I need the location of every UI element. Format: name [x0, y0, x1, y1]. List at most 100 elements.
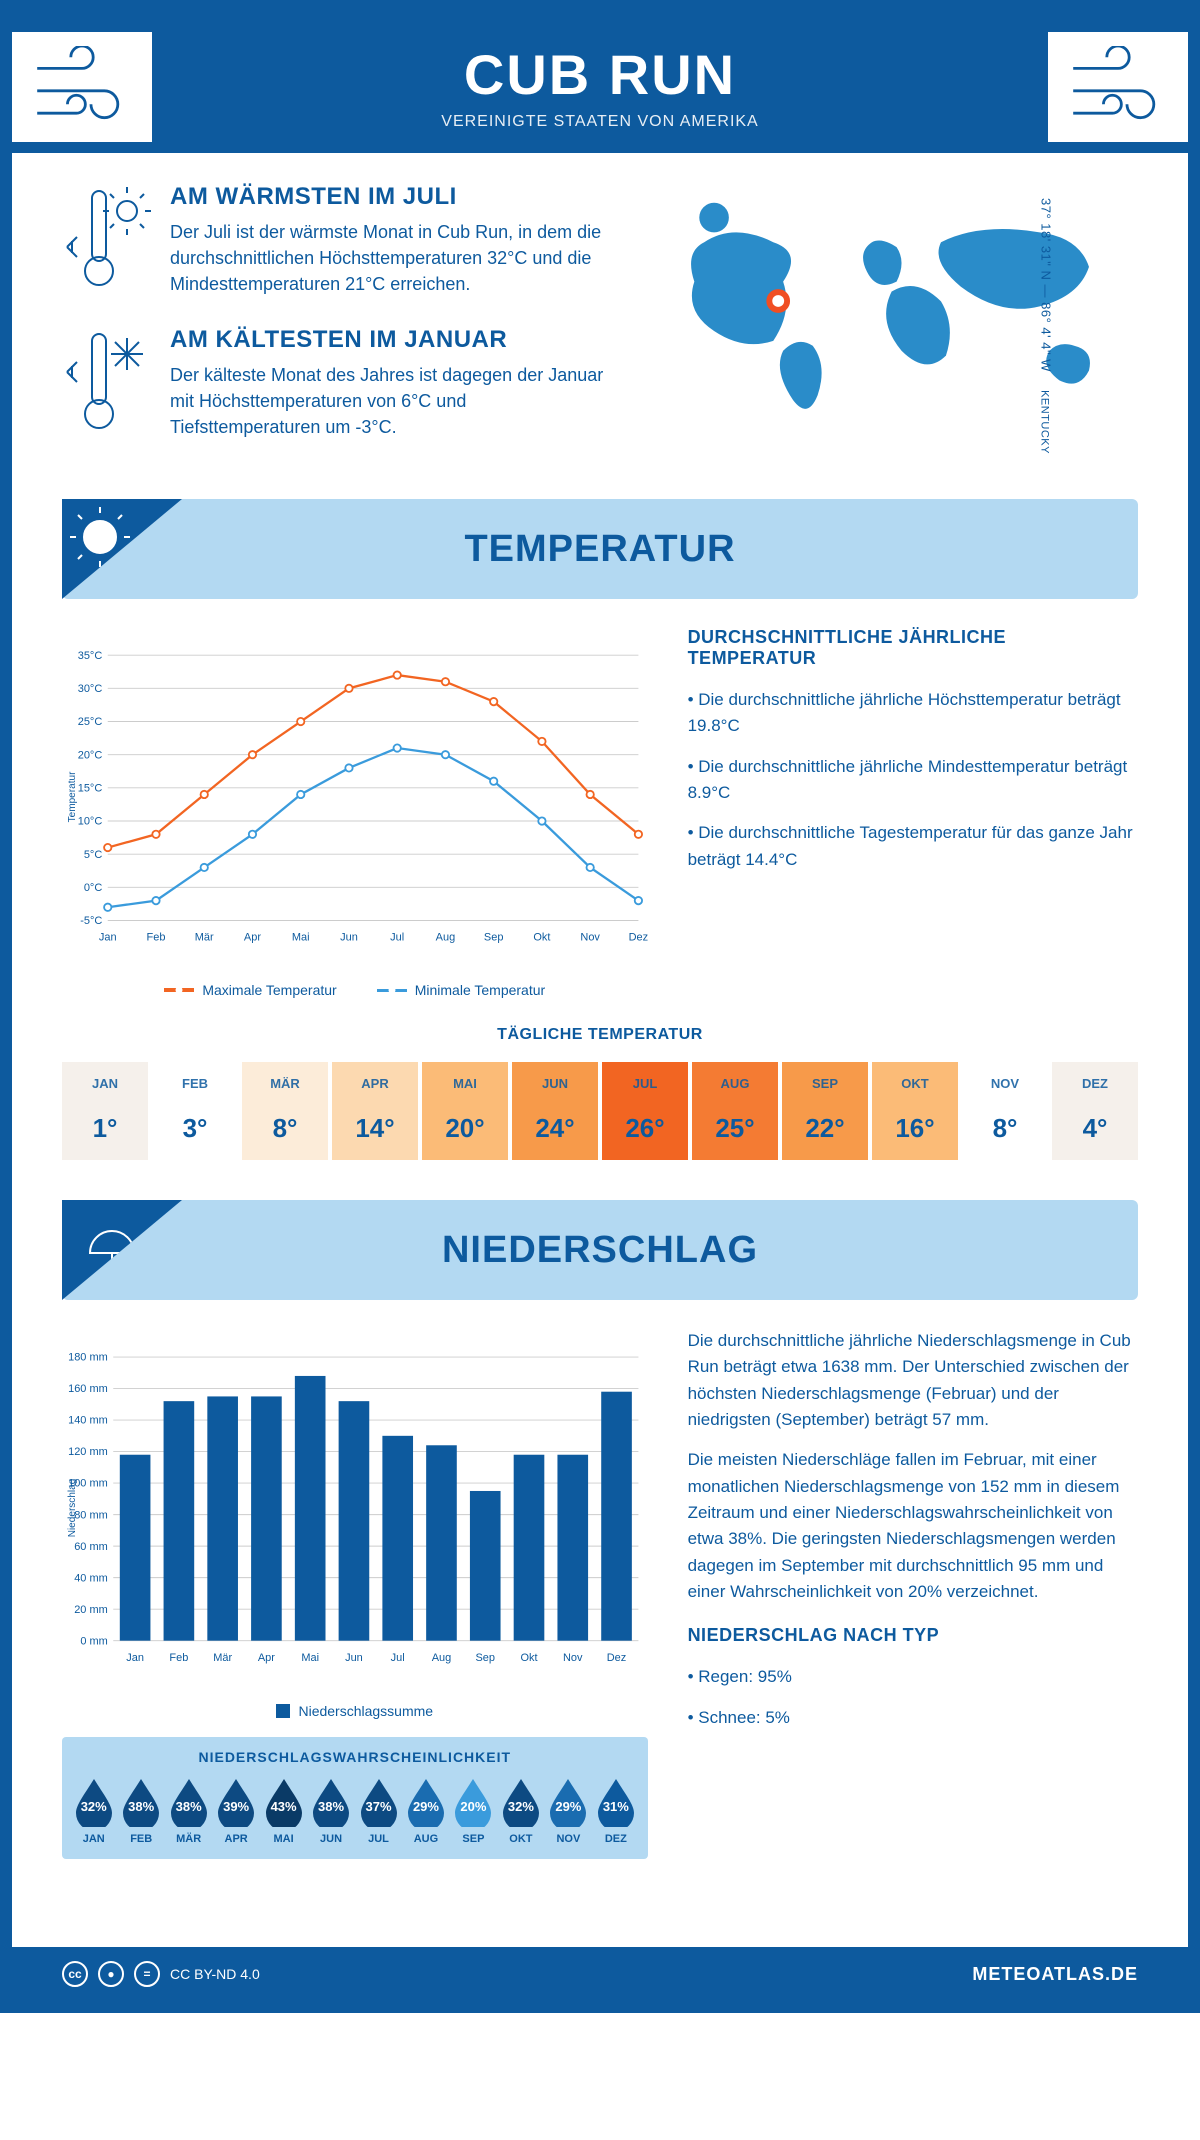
- svg-text:Mai: Mai: [301, 1652, 319, 1664]
- precip-text-2: Die meisten Niederschläge fallen im Febr…: [688, 1447, 1138, 1605]
- svg-text:Jun: Jun: [340, 932, 358, 944]
- svg-text:10°C: 10°C: [78, 816, 103, 828]
- section-title: TEMPERATUR: [464, 528, 735, 571]
- page-title: CUB RUN: [32, 42, 1168, 107]
- world-map: [645, 183, 1138, 445]
- svg-text:Feb: Feb: [147, 932, 166, 944]
- site-name: METEOATLAS.DE: [972, 1964, 1138, 1985]
- page-subtitle: VEREINIGTE STAATEN VON AMERIKA: [32, 113, 1168, 131]
- rain-prob-cell: 32% OKT: [499, 1777, 542, 1845]
- coldest-block: AM KÄLTESTEN IM JANUAR Der kälteste Mona…: [62, 326, 605, 441]
- svg-text:Aug: Aug: [436, 932, 456, 944]
- temperature-section-header: TEMPERATUR: [62, 499, 1138, 599]
- daily-temp-cell: APR14°: [332, 1062, 418, 1160]
- rain-prob-cell: 29% AUG: [404, 1777, 447, 1845]
- cc-icon: cc: [62, 1961, 88, 1987]
- svg-text:Dez: Dez: [607, 1652, 627, 1664]
- svg-text:20 mm: 20 mm: [74, 1604, 108, 1616]
- daily-temp-cell: AUG25°: [692, 1062, 778, 1160]
- rain-probability-box: NIEDERSCHLAGSWAHRSCHEINLICHKEIT 32% JAN …: [62, 1737, 648, 1859]
- rain-prob-cell: 43% MAI: [262, 1777, 305, 1845]
- stat-item: • Die durchschnittliche jährliche Höchst…: [688, 687, 1138, 740]
- svg-text:160 mm: 160 mm: [68, 1383, 108, 1395]
- rain-prob-cell: 39% APR: [214, 1777, 257, 1845]
- precipitation-bar-chart: Niederschlag0 mm20 mm40 mm60 mm80 mm100 …: [62, 1328, 648, 1688]
- daily-temp-table: JAN1°FEB3°MÄR8°APR14°MAI20°JUN24°JUL26°A…: [62, 1062, 1138, 1160]
- svg-text:Apr: Apr: [258, 1652, 275, 1664]
- license-text: CC BY-ND 4.0: [170, 1966, 260, 1982]
- svg-text:80 mm: 80 mm: [74, 1509, 108, 1521]
- svg-text:0 mm: 0 mm: [80, 1635, 107, 1647]
- chart-legend: Niederschlagssumme: [62, 1703, 648, 1719]
- daily-temp-cell: OKT16°: [872, 1062, 958, 1160]
- svg-text:Mär: Mär: [213, 1652, 232, 1664]
- thermometer-snow-icon: [62, 326, 152, 441]
- precip-types-list: • Regen: 95% • Schnee: 5%: [688, 1664, 1138, 1731]
- svg-text:Temperatur: Temperatur: [67, 771, 78, 822]
- svg-text:15°C: 15°C: [78, 783, 103, 795]
- svg-text:Jul: Jul: [390, 932, 404, 944]
- precipitation-section-header: NIEDERSCHLAG: [62, 1200, 1138, 1300]
- thermometer-sun-icon: [62, 183, 152, 298]
- svg-text:Aug: Aug: [432, 1652, 452, 1664]
- svg-text:20°C: 20°C: [78, 749, 103, 761]
- daily-temp-cell: NOV8°: [962, 1062, 1048, 1160]
- svg-text:Nov: Nov: [580, 932, 600, 944]
- infographic-frame: CUB RUN VEREINIGTE STAATEN VON AMERIKA: [0, 0, 1200, 2013]
- daily-temp-cell: MÄR8°: [242, 1062, 328, 1160]
- svg-text:Feb: Feb: [169, 1652, 188, 1664]
- precip-text-1: Die durchschnittliche jährliche Niedersc…: [688, 1328, 1138, 1433]
- coldest-title: AM KÄLTESTEN IM JANUAR: [170, 326, 605, 354]
- svg-text:Jun: Jun: [345, 1652, 363, 1664]
- daily-temp-cell: MAI20°: [422, 1062, 508, 1160]
- svg-text:25°C: 25°C: [78, 716, 103, 728]
- svg-text:40 mm: 40 mm: [74, 1572, 108, 1584]
- svg-text:Sep: Sep: [475, 1652, 495, 1664]
- svg-text:140 mm: 140 mm: [68, 1415, 108, 1427]
- nd-icon: =: [134, 1961, 160, 1987]
- svg-text:Okt: Okt: [520, 1652, 537, 1664]
- daily-temp-cell: JAN1°: [62, 1062, 148, 1160]
- intro-section: AM WÄRMSTEN IM JULI Der Juli ist der wär…: [62, 183, 1138, 469]
- type-item: • Schnee: 5%: [688, 1705, 1138, 1731]
- chart-legend: Maximale Temperatur Minimale Temperatur: [62, 982, 648, 998]
- rain-prob-cell: 38% JUN: [309, 1777, 352, 1845]
- svg-text:Dez: Dez: [629, 932, 648, 944]
- daily-temp-cell: SEP22°: [782, 1062, 868, 1160]
- footer: cc ● = CC BY-ND 4.0 METEOATLAS.DE: [12, 1947, 1188, 2001]
- temp-stats-list: • Die durchschnittliche jährliche Höchst…: [688, 687, 1138, 873]
- header: CUB RUN VEREINIGTE STAATEN VON AMERIKA: [12, 12, 1188, 153]
- warmest-title: AM WÄRMSTEN IM JULI: [170, 183, 605, 211]
- svg-text:35°C: 35°C: [78, 650, 103, 662]
- svg-text:Okt: Okt: [533, 932, 550, 944]
- daily-temp-cell: JUN24°: [512, 1062, 598, 1160]
- rain-prob-cell: 37% JUL: [357, 1777, 400, 1845]
- prob-title: NIEDERSCHLAGSWAHRSCHEINLICHKEIT: [72, 1749, 638, 1765]
- coordinates: 37° 18' 31" N — 86° 4' 4" W KENTUCKY: [1039, 198, 1054, 454]
- svg-text:Jan: Jan: [99, 932, 117, 944]
- rain-prob-cell: 38% MÄR: [167, 1777, 210, 1845]
- svg-text:0°C: 0°C: [84, 882, 102, 894]
- svg-text:Jan: Jan: [126, 1652, 144, 1664]
- warmest-block: AM WÄRMSTEN IM JULI Der Juli ist der wär…: [62, 183, 605, 298]
- rain-prob-cell: 32% JAN: [72, 1777, 115, 1845]
- temp-stats-title: DURCHSCHNITTLICHE JÄHRLICHE TEMPERATUR: [688, 627, 1138, 669]
- rain-prob-cell: 31% DEZ: [594, 1777, 637, 1845]
- precip-type-title: NIEDERSCHLAG NACH TYP: [688, 1625, 1138, 1646]
- daily-temp-cell: FEB3°: [152, 1062, 238, 1160]
- svg-text:-5°C: -5°C: [80, 915, 102, 927]
- svg-text:Nov: Nov: [563, 1652, 583, 1664]
- by-icon: ●: [98, 1961, 124, 1987]
- coldest-text: Der kälteste Monat des Jahres ist dagege…: [170, 362, 605, 440]
- type-item: • Regen: 95%: [688, 1664, 1138, 1690]
- rain-prob-cell: 38% FEB: [119, 1777, 162, 1845]
- svg-text:5°C: 5°C: [84, 849, 102, 861]
- section-title: NIEDERSCHLAG: [442, 1229, 758, 1272]
- svg-text:Mär: Mär: [195, 932, 214, 944]
- svg-text:Mai: Mai: [292, 932, 310, 944]
- daily-temp-cell: DEZ4°: [1052, 1062, 1138, 1160]
- svg-text:120 mm: 120 mm: [68, 1446, 108, 1458]
- svg-text:60 mm: 60 mm: [74, 1541, 108, 1553]
- rain-prob-cell: 29% NOV: [547, 1777, 590, 1845]
- svg-text:180 mm: 180 mm: [68, 1352, 108, 1364]
